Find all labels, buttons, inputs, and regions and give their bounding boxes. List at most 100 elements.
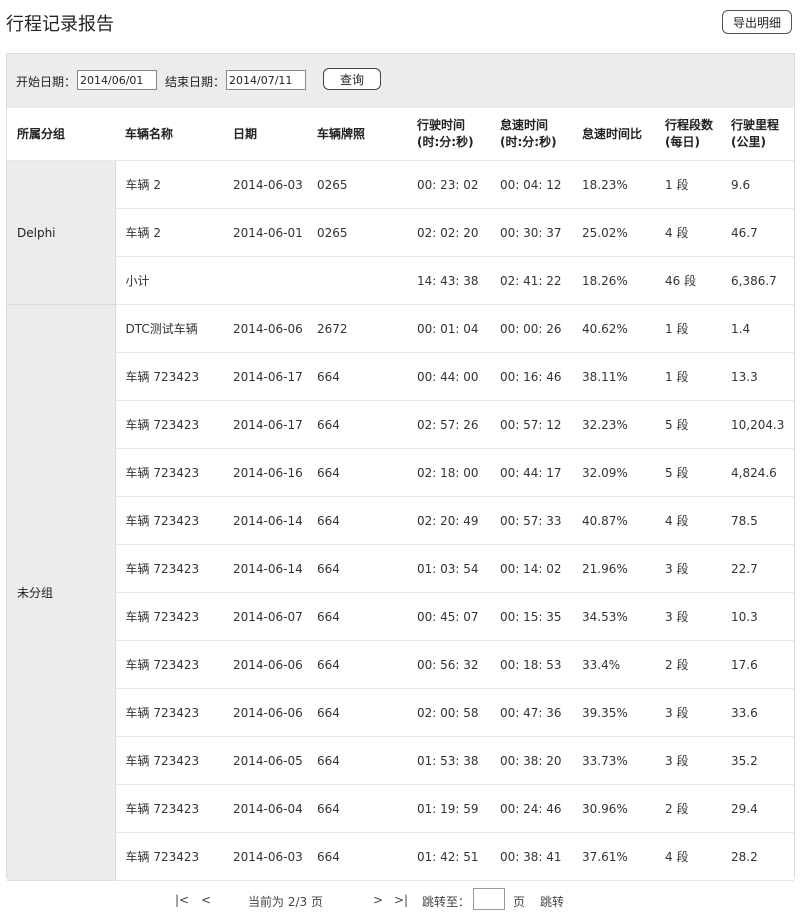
cell-date: 2014-06-01 (223, 208, 307, 257)
query-button[interactable]: 查询 (323, 68, 381, 90)
last-page-button[interactable]: >| (394, 893, 409, 907)
cell-drive-time: 14: 43: 38 (407, 256, 490, 305)
cell-drive-time: 02: 57: 26 (407, 400, 490, 449)
jump-page-input[interactable] (473, 888, 505, 910)
table-row: 车辆 723423 2014-06-17 664 02: 57: 26 00: 57: … (7, 400, 794, 449)
cell-date: 2014-06-17 (223, 352, 307, 401)
cell-trips: 5 段 (655, 448, 721, 497)
table-row: 车辆 723423 2014-06-06 664 02: 00: 58 00: 47: … (7, 688, 794, 737)
cell-vehicle: 车辆 723423 (115, 352, 223, 401)
cell-date (223, 256, 307, 305)
cell-distance: 10.3 (721, 592, 794, 641)
cell-distance: 35.2 (721, 736, 794, 785)
cell-distance: 17.6 (721, 640, 794, 689)
cell-date: 2014-06-04 (223, 784, 307, 833)
col-date-header[interactable]: 日期 (223, 108, 307, 161)
cell-trips: 3 段 (655, 736, 721, 785)
table-row: 车辆 723423 2014-06-07 664 00: 45: 07 00: 15: … (7, 592, 794, 641)
cell-idle-ratio: 21.96% (572, 544, 655, 593)
cell-idle-ratio: 32.09% (572, 448, 655, 497)
col-idle-time-header[interactable]: 怠速时间 (时:分:秒) (490, 108, 572, 161)
cell-date: 2014-06-06 (223, 640, 307, 689)
cell-idle-time: 00: 14: 02 (490, 544, 572, 593)
cell-distance: 10,204.3 (721, 400, 794, 449)
header-line: 行程段数 (665, 118, 714, 132)
col-trips-header[interactable]: 行程段数 (每日) (655, 108, 721, 161)
col-drive-time-header[interactable]: 行驶时间 (时:分:秒) (407, 108, 490, 161)
cell-vehicle: 车辆 2 (115, 160, 223, 209)
col-group-header[interactable]: 所属分组 (7, 108, 115, 161)
cell-drive-time: 00: 23: 02 (407, 160, 490, 209)
cell-date: 2014-06-17 (223, 400, 307, 449)
cell-vehicle: 车辆 723423 (115, 592, 223, 641)
start-date-input[interactable] (77, 70, 157, 90)
cell-idle-time: 00: 57: 12 (490, 400, 572, 449)
cell-drive-time: 01: 42: 51 (407, 832, 490, 881)
cell-idle-time: 00: 04: 12 (490, 160, 572, 209)
cell-idle-time: 00: 47: 36 (490, 688, 572, 737)
cell-drive-time: 00: 01: 04 (407, 304, 490, 353)
cell-plate: 664 (307, 736, 407, 785)
cell-idle-ratio: 25.02% (572, 208, 655, 257)
next-page-button[interactable]: > (373, 893, 384, 907)
cell-idle-time: 00: 15: 35 (490, 592, 572, 641)
cell-date: 2014-06-03 (223, 832, 307, 881)
cell-vehicle: 车辆 723423 (115, 784, 223, 833)
end-date-label: 结束日期： (165, 75, 226, 89)
table-header-row: 所属分组 车辆名称 日期 车辆牌照 行驶时间 (时:分:秒) 怠速时间 (时:分:秒… (7, 108, 794, 161)
cell-plate: 664 (307, 544, 407, 593)
cell-idle-ratio: 33.73% (572, 736, 655, 785)
table-row: 车辆 2 2014-06-01 0265 02: 02: 20 00: 30: 37 25… (7, 208, 794, 257)
cell-vehicle: 小计 (115, 256, 223, 305)
jump-label: 跳转至： (422, 895, 471, 909)
pagination: |< < 当前为 2/3 页 > >| 跳转至： 页 跳转 (0, 888, 800, 912)
cell-drive-time: 00: 56: 32 (407, 640, 490, 689)
table-row: 车辆 723423 2014-06-17 664 00: 44: 00 00: 16: … (7, 352, 794, 401)
cell-drive-time: 00: 44: 00 (407, 352, 490, 401)
cell-vehicle: 车辆 723423 (115, 736, 223, 785)
header-line: 怠速时间 (500, 118, 549, 132)
col-plate-header[interactable]: 车辆牌照 (307, 108, 407, 161)
header-line: (每日) (665, 135, 700, 149)
cell-distance: 9.6 (721, 160, 794, 209)
cell-trips: 2 段 (655, 784, 721, 833)
cell-trips: 3 段 (655, 592, 721, 641)
cell-date: 2014-06-05 (223, 736, 307, 785)
cell-idle-ratio: 32.23% (572, 400, 655, 449)
cell-distance: 29.4 (721, 784, 794, 833)
table-body: Delphi 车辆 2 2014-06-03 0265 00: 23: 02 00: 04… (7, 160, 794, 881)
cell-plate: 664 (307, 400, 407, 449)
cell-drive-time: 00: 45: 07 (407, 592, 490, 641)
cell-distance: 78.5 (721, 496, 794, 545)
cell-plate (307, 256, 407, 305)
export-button[interactable]: 导出明细 (722, 10, 792, 34)
cell-drive-time: 01: 53: 38 (407, 736, 490, 785)
cell-idle-ratio: 30.96% (572, 784, 655, 833)
col-distance-header[interactable]: 行驶里程 (公里) (721, 108, 794, 161)
cell-distance: 13.3 (721, 352, 794, 401)
prev-page-button[interactable]: < (201, 893, 212, 907)
first-page-button[interactable]: |< (175, 893, 190, 907)
cell-trips: 1 段 (655, 352, 721, 401)
start-date-label: 开始日期： (16, 75, 77, 89)
cell-trips: 4 段 (655, 832, 721, 881)
cell-distance: 6,386.7 (721, 256, 794, 305)
cell-vehicle: 车辆 2 (115, 208, 223, 257)
cell-trips: 3 段 (655, 544, 721, 593)
cell-vehicle: DTC测试车辆 (115, 304, 223, 353)
cell-distance: 1.4 (721, 304, 794, 353)
page-indicator: 当前为 2/3 页 (248, 895, 323, 909)
cell-distance: 4,824.6 (721, 448, 794, 497)
end-date-input[interactable] (226, 70, 306, 90)
col-vehicle-header[interactable]: 车辆名称 (115, 108, 223, 161)
cell-vehicle: 车辆 723423 (115, 448, 223, 497)
jump-button[interactable]: 跳转 (540, 895, 565, 909)
cell-trips: 5 段 (655, 400, 721, 449)
cell-drive-time: 02: 18: 00 (407, 448, 490, 497)
cell-idle-ratio: 38.11% (572, 352, 655, 401)
col-idle-ratio-header[interactable]: 怠速时间比 (572, 108, 655, 161)
cell-plate: 0265 (307, 208, 407, 257)
cell-date: 2014-06-06 (223, 304, 307, 353)
cell-date: 2014-06-03 (223, 160, 307, 209)
cell-drive-time: 02: 00: 58 (407, 688, 490, 737)
